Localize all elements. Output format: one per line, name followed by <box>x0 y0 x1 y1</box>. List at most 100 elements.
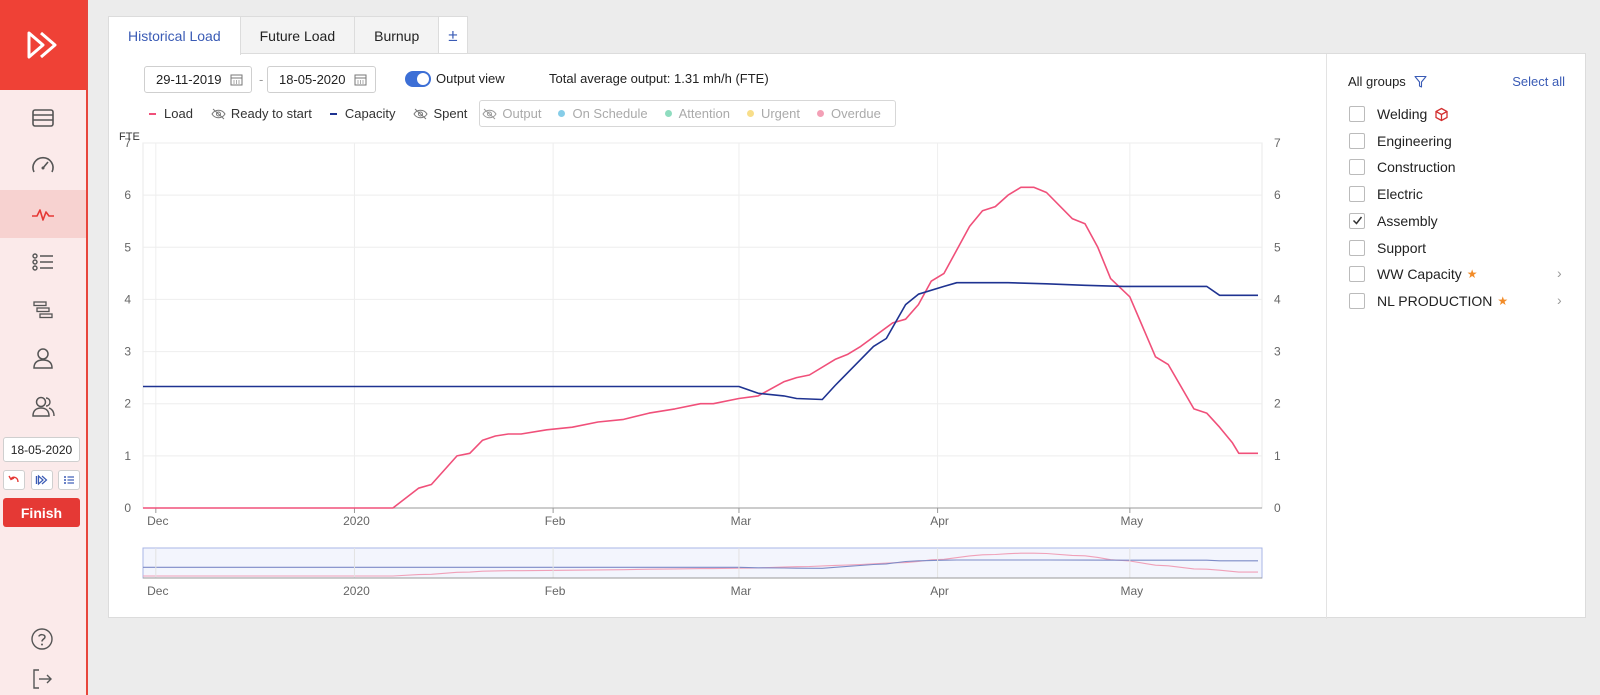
legend-on-schedule[interactable]: On Schedule <box>558 106 648 121</box>
tab-future-load[interactable]: Future Load <box>239 16 356 54</box>
group-item-assembly[interactable]: Assembly <box>1349 211 1438 231</box>
chart-legend: Load Ready to start Capacity Spent Outpu… <box>149 100 896 127</box>
legend-urgent[interactable]: Urgent <box>746 106 800 121</box>
groups-panel: All groups Select all Welding Engineering… <box>1327 54 1587 619</box>
add-tab-button[interactable]: ± <box>438 16 468 54</box>
eye-off-icon <box>211 108 226 119</box>
calendar-icon <box>354 74 366 86</box>
sidebar: 18-05-2020 Finish <box>0 0 88 695</box>
x-tick-label: Dec <box>147 514 168 528</box>
output-view-toggle[interactable] <box>405 71 431 87</box>
group-label: WW Capacity <box>1377 266 1462 283</box>
finish-button[interactable]: Finish <box>3 498 80 527</box>
legend-overdue[interactable]: Overdue <box>816 106 881 121</box>
end-date-input[interactable]: 18-05-2020 <box>267 66 376 93</box>
fast-forward-logo-icon <box>27 31 57 59</box>
y-axis-label: FTE <box>119 131 140 143</box>
plot-frame <box>142 142 1263 509</box>
y-tick-label-right: 2 <box>1274 397 1281 411</box>
y-tick-label-right: 6 <box>1274 188 1281 202</box>
y-tick-label-left: 5 <box>124 240 131 254</box>
sidebar-date-field[interactable]: 18-05-2020 <box>3 437 80 462</box>
end-date-value: 18-05-2020 <box>279 72 346 87</box>
series-line-capacity <box>143 281 1258 401</box>
eye-off-icon <box>482 108 498 119</box>
legend-urgent-label: Urgent <box>760 106 800 121</box>
group-item-welding[interactable]: Welding <box>1349 104 1449 124</box>
chevron-right-icon[interactable]: › <box>1557 291 1562 308</box>
undo-button[interactable] <box>3 470 25 490</box>
legend-ready-label: Ready to start <box>230 106 312 121</box>
group-label: Welding <box>1377 106 1428 122</box>
calendar-icon <box>230 74 243 86</box>
group-label: Assembly <box>1377 212 1438 229</box>
app-logo[interactable] <box>0 0 86 90</box>
fast-forward-button[interactable] <box>30 470 53 490</box>
legend-spent-label: Spent <box>433 106 468 121</box>
output-legend-group: Output On Schedule Attention Urgent Over… <box>479 100 896 127</box>
group-checkbox[interactable] <box>1349 212 1365 229</box>
groups-header-label: All groups <box>1348 74 1406 89</box>
y-tick-label-right: 3 <box>1274 345 1281 359</box>
x-tick-label: 2020 <box>343 514 370 528</box>
users-icon <box>32 396 55 417</box>
y-tick-label-left: 4 <box>124 292 131 306</box>
group-checkbox[interactable] <box>1349 186 1365 203</box>
list-view-button[interactable] <box>58 470 80 490</box>
group-item-nl-production[interactable]: NL PRODUCTION ★ <box>1349 291 1508 311</box>
navigator-tick-label: Dec <box>147 584 168 598</box>
navigator-tick-label: Apr <box>930 584 949 598</box>
y-tick-label-right: 7 <box>1274 136 1281 150</box>
group-item-ww-capacity[interactable]: WW Capacity ★ <box>1349 264 1478 284</box>
nav-team[interactable] <box>0 382 86 430</box>
tab-historical-load[interactable]: Historical Load <box>108 16 241 55</box>
group-checkbox[interactable] <box>1349 132 1365 149</box>
legend-load[interactable]: Load <box>149 106 193 121</box>
legend-output[interactable]: Output <box>482 106 541 121</box>
chart-area: 29-11-2019 - 18-05-2020 Output view Tota… <box>109 54 1327 619</box>
groups-header[interactable]: All groups <box>1348 74 1427 89</box>
group-item-electric[interactable]: Electric <box>1349 184 1423 204</box>
legend-spent[interactable]: Spent <box>413 106 467 121</box>
nav-dashboard[interactable] <box>0 142 86 190</box>
group-checkbox[interactable] <box>1349 106 1365 122</box>
start-date-input[interactable]: 29-11-2019 <box>144 66 252 93</box>
nav-tasks[interactable] <box>0 238 86 286</box>
group-item-construction[interactable]: Construction <box>1349 157 1456 177</box>
main-panel: 29-11-2019 - 18-05-2020 Output view Tota… <box>108 53 1587 619</box>
select-all-link[interactable]: Select all <box>1512 74 1565 89</box>
start-date-value: 29-11-2019 <box>156 72 222 87</box>
nav-list[interactable] <box>0 94 86 142</box>
help-icon[interactable] <box>30 627 54 651</box>
legend-attention[interactable]: Attention <box>664 106 730 121</box>
total-output-text: Total average output: 1.31 mh/h (FTE) <box>549 71 769 86</box>
gantt-icon <box>33 301 53 319</box>
group-item-engineering[interactable]: Engineering <box>1349 131 1452 151</box>
filter-icon[interactable] <box>1414 75 1427 88</box>
legend-capacity[interactable]: Capacity <box>329 106 395 121</box>
group-label: Construction <box>1377 159 1456 176</box>
x-tick-label: May <box>1121 514 1144 528</box>
group-checkbox[interactable] <box>1349 159 1365 176</box>
tab-bar: Historical Load Future Load Burnup ± <box>108 16 468 55</box>
nav-load[interactable] <box>0 190 86 238</box>
chevron-right-icon[interactable]: › <box>1557 265 1562 282</box>
nav-gantt[interactable] <box>0 286 86 334</box>
navigator-tick-label: Feb <box>545 584 566 598</box>
legend-ready[interactable]: Ready to start <box>211 106 312 121</box>
tab-burnup[interactable]: Burnup <box>354 16 440 54</box>
star-icon: ★ <box>1466 267 1478 282</box>
group-label: Electric <box>1377 186 1423 203</box>
logout-icon[interactable] <box>30 667 54 691</box>
y-tick-label-left: 1 <box>124 449 131 463</box>
x-tick-label: Apr <box>930 514 949 528</box>
group-checkbox[interactable] <box>1349 292 1365 309</box>
list-icon <box>64 476 74 484</box>
group-item-support[interactable]: Support <box>1349 238 1426 258</box>
x-tick-label: Mar <box>731 514 752 528</box>
group-checkbox[interactable] <box>1349 239 1365 256</box>
group-checkbox[interactable] <box>1349 266 1365 283</box>
nav-user[interactable] <box>0 334 86 382</box>
y-tick-label-left: 3 <box>124 345 131 359</box>
